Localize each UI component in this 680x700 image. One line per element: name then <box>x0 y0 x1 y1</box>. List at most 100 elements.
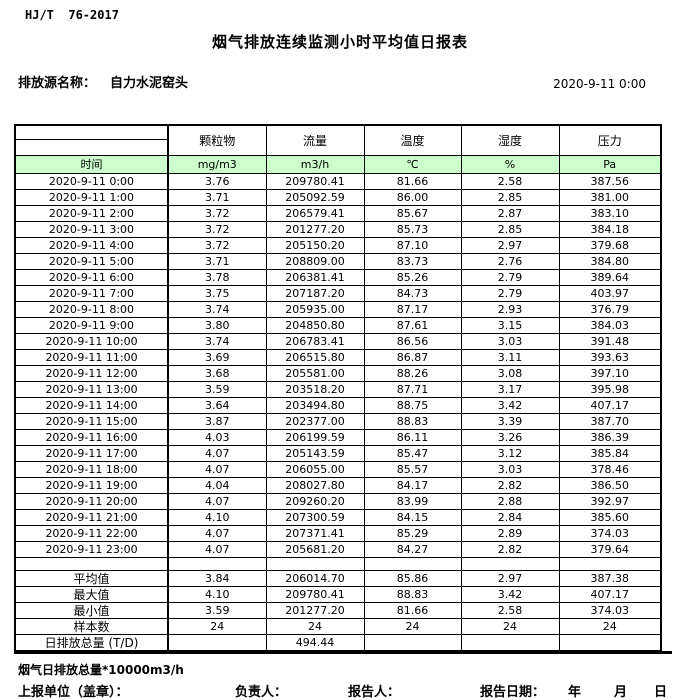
table-row: 平均值 3.84 206014.70 85.86 2.97 387.38 <box>14 570 662 587</box>
summary-label-cell: 平均值 <box>14 570 169 587</box>
summary-label-cell: 样本数 <box>14 618 169 635</box>
summary-value-cell: 209780.41 <box>265 586 365 603</box>
table-row: 2020-9-11 6:00 3.78 206381.41 85.26 2.79 389.… <box>14 269 662 286</box>
value-cell: 3.76 <box>167 173 267 190</box>
value-cell: 87.61 <box>363 317 462 334</box>
value-cell: 85.29 <box>363 525 462 542</box>
value-cell: 83.73 <box>363 253 462 270</box>
summary-value-cell: 206014.70 <box>265 570 365 587</box>
col-header-humidity: 湿度 <box>460 124 560 156</box>
value-cell: 3.26 <box>460 429 560 446</box>
table-row <box>14 557 662 571</box>
value-cell: 205581.00 <box>265 365 365 382</box>
value-cell: 206199.59 <box>265 429 365 446</box>
value-cell: 3.72 <box>167 205 267 222</box>
value-cell: 206055.00 <box>265 461 365 478</box>
value-cell: 2.82 <box>460 477 560 494</box>
day-label: 日 <box>654 685 668 700</box>
table-row: 2020-9-11 16:00 4.03 206199.59 86.11 3.26 386… <box>14 429 662 446</box>
summary-value-cell <box>167 634 267 651</box>
value-cell: 206381.41 <box>265 269 365 286</box>
summary-value-cell: 3.42 <box>460 586 560 603</box>
summary-value-cell: 407.17 <box>558 586 662 603</box>
time-cell: 2020-9-11 3:00 <box>14 221 169 238</box>
value-cell: 3.11 <box>460 349 560 366</box>
value-cell: 2.82 <box>460 541 560 558</box>
time-cell: 2020-9-11 1:00 <box>14 189 169 206</box>
report-datetime: 2020-9-11 0:00 <box>553 77 646 91</box>
spacer-cell <box>14 557 169 571</box>
value-cell: 378.46 <box>558 461 662 478</box>
time-cell: 2020-9-11 2:00 <box>14 205 169 222</box>
value-cell: 4.07 <box>167 461 267 478</box>
summary-value-cell: 24 <box>558 618 662 635</box>
value-cell: 3.42 <box>460 397 560 414</box>
value-cell: 85.47 <box>363 445 462 462</box>
value-cell: 83.99 <box>363 493 462 510</box>
value-cell: 2.93 <box>460 301 560 318</box>
responsible-person-label: 负责人： <box>235 685 288 700</box>
value-cell: 88.26 <box>363 365 462 382</box>
time-cell: 2020-9-11 5:00 <box>14 253 169 270</box>
summary-value-cell: 374.03 <box>558 602 662 619</box>
value-cell: 379.68 <box>558 237 662 254</box>
value-cell: 202377.00 <box>265 413 365 430</box>
time-cell: 2020-9-11 6:00 <box>14 269 169 286</box>
value-cell: 374.03 <box>558 525 662 542</box>
value-cell: 205150.20 <box>265 237 365 254</box>
value-cell: 395.98 <box>558 381 662 398</box>
value-cell: 386.50 <box>558 477 662 494</box>
time-cell: 2020-9-11 20:00 <box>14 493 169 510</box>
summary-value-cell: 24 <box>363 618 462 635</box>
value-cell: 387.56 <box>558 173 662 190</box>
time-cell: 2020-9-11 19:00 <box>14 477 169 494</box>
table-row: 2020-9-11 14:00 3.64 203494.80 88.75 3.42 407… <box>14 397 662 414</box>
value-cell: 386.39 <box>558 429 662 446</box>
table-row: 2020-9-11 7:00 3.75 207187.20 84.73 2.79 403.… <box>14 285 662 302</box>
value-cell: 201277.20 <box>265 221 365 238</box>
time-cell: 2020-9-11 23:00 <box>14 541 169 558</box>
pollutant-header-row: 颗粒物 流量 温度 湿度 压力 <box>14 124 662 156</box>
value-cell: 385.60 <box>558 509 662 526</box>
value-cell: 2.85 <box>460 189 560 206</box>
value-cell: 206579.41 <box>265 205 365 222</box>
summary-value-cell: 2.97 <box>460 570 560 587</box>
report-date-label: 报告日期： <box>480 685 546 700</box>
table-body: 2020-9-11 0:00 3.76 209780.41 81.66 2.58 387.… <box>14 173 662 651</box>
summary-value-cell: 81.66 <box>363 602 462 619</box>
value-cell: 3.74 <box>167 301 267 318</box>
time-cell: 2020-9-11 10:00 <box>14 333 169 350</box>
value-cell: 208027.80 <box>265 477 365 494</box>
time-cell: 2020-9-11 11:00 <box>14 349 169 366</box>
unit-temp: ℃ <box>363 155 462 174</box>
table-row: 2020-9-11 0:00 3.76 209780.41 81.66 2.58 387.… <box>14 173 662 190</box>
spacer-top-half <box>16 126 166 140</box>
value-cell: 383.10 <box>558 205 662 222</box>
value-cell: 84.27 <box>363 541 462 558</box>
value-cell: 2.84 <box>460 509 560 526</box>
monitoring-table: 颗粒物 流量 温度 湿度 压力 时间 mg/m3 m3/h ℃ % Pa 202… <box>14 124 662 651</box>
time-cell: 2020-9-11 7:00 <box>14 285 169 302</box>
col-header-pressure: 压力 <box>558 124 662 156</box>
value-cell: 4.07 <box>167 445 267 462</box>
table-row: 2020-9-11 11:00 3.69 206515.80 86.87 3.11 393… <box>14 349 662 366</box>
year-label: 年 <box>568 685 582 700</box>
value-cell: 4.10 <box>167 509 267 526</box>
time-cell: 2020-9-11 22:00 <box>14 525 169 542</box>
spacer-cell <box>265 557 365 571</box>
value-cell: 203518.20 <box>265 381 365 398</box>
value-cell: 205092.59 <box>265 189 365 206</box>
value-cell: 85.73 <box>363 221 462 238</box>
value-cell: 3.39 <box>460 413 560 430</box>
value-cell: 376.79 <box>558 301 662 318</box>
value-cell: 2.79 <box>460 285 560 302</box>
summary-value-cell: 3.84 <box>167 570 267 587</box>
value-cell: 381.00 <box>558 189 662 206</box>
value-cell: 84.15 <box>363 509 462 526</box>
spacer-cell <box>363 557 462 571</box>
value-cell: 3.59 <box>167 381 267 398</box>
emission-source: 排放源名称： 自力水泥窑头 <box>18 72 188 91</box>
value-cell: 87.71 <box>363 381 462 398</box>
summary-value-cell <box>558 634 662 651</box>
value-cell: 4.07 <box>167 493 267 510</box>
